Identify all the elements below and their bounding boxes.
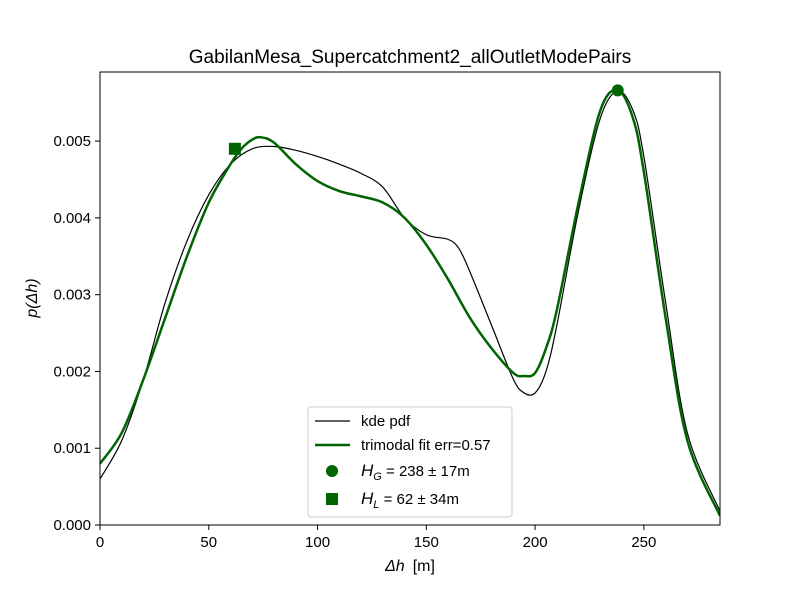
legend-label: HG = 238 ± 17m <box>361 461 470 483</box>
x-tick-label: 200 <box>523 534 548 551</box>
y-tick-label: 0.001 <box>53 440 91 457</box>
x-axis-ticks: 0 50 100 150 200 250 <box>96 525 656 551</box>
x-tick-label: 250 <box>631 534 656 551</box>
y-tick-label: 0.002 <box>53 363 91 380</box>
series-line-0 <box>100 90 720 512</box>
chart-title: GabilanMesa_Supercatchment2_allOutletMod… <box>189 47 632 68</box>
x-tick-label: 0 <box>96 534 104 551</box>
y-tick-label: 0.000 <box>53 517 91 534</box>
legend-entry-2: HG = 238 ± 17m <box>326 461 470 483</box>
marker-h-g <box>611 84 624 97</box>
y-axis-ticks: 0.000 0.001 0.002 0.003 0.004 0.005 <box>53 133 100 534</box>
legend-circle-swatch <box>326 465 338 477</box>
x-tick-label: 50 <box>200 534 217 551</box>
legend-label: trimodal fit err=0.57 <box>361 437 491 454</box>
legend-label: HL = 62 ± 34m <box>361 489 459 511</box>
x-axis-title: Δh [m] <box>384 558 435 575</box>
legend-square-swatch <box>326 493 338 505</box>
marker-layer <box>228 84 624 155</box>
legend-box <box>307 406 513 518</box>
legend-entry-1: trimodal fit err=0.57 <box>315 437 491 454</box>
marker-h-l <box>228 142 241 155</box>
y-tick-label: 0.005 <box>53 133 91 150</box>
y-axis-title: p(Δh) <box>24 278 41 318</box>
legend-entry-0: kde pdf <box>315 413 411 430</box>
plot-frame <box>99 71 721 526</box>
legend-label: kde pdf <box>361 413 411 430</box>
y-tick-label: 0.004 <box>53 210 91 227</box>
x-tick-label: 150 <box>414 534 439 551</box>
x-tick-label: 100 <box>305 534 330 551</box>
y-tick-label: 0.003 <box>53 287 91 304</box>
legend: kde pdf trimodal fit err=0.57 HG = 238 ± 1… <box>307 406 513 518</box>
legend-entry-3: HL = 62 ± 34m <box>326 489 459 511</box>
